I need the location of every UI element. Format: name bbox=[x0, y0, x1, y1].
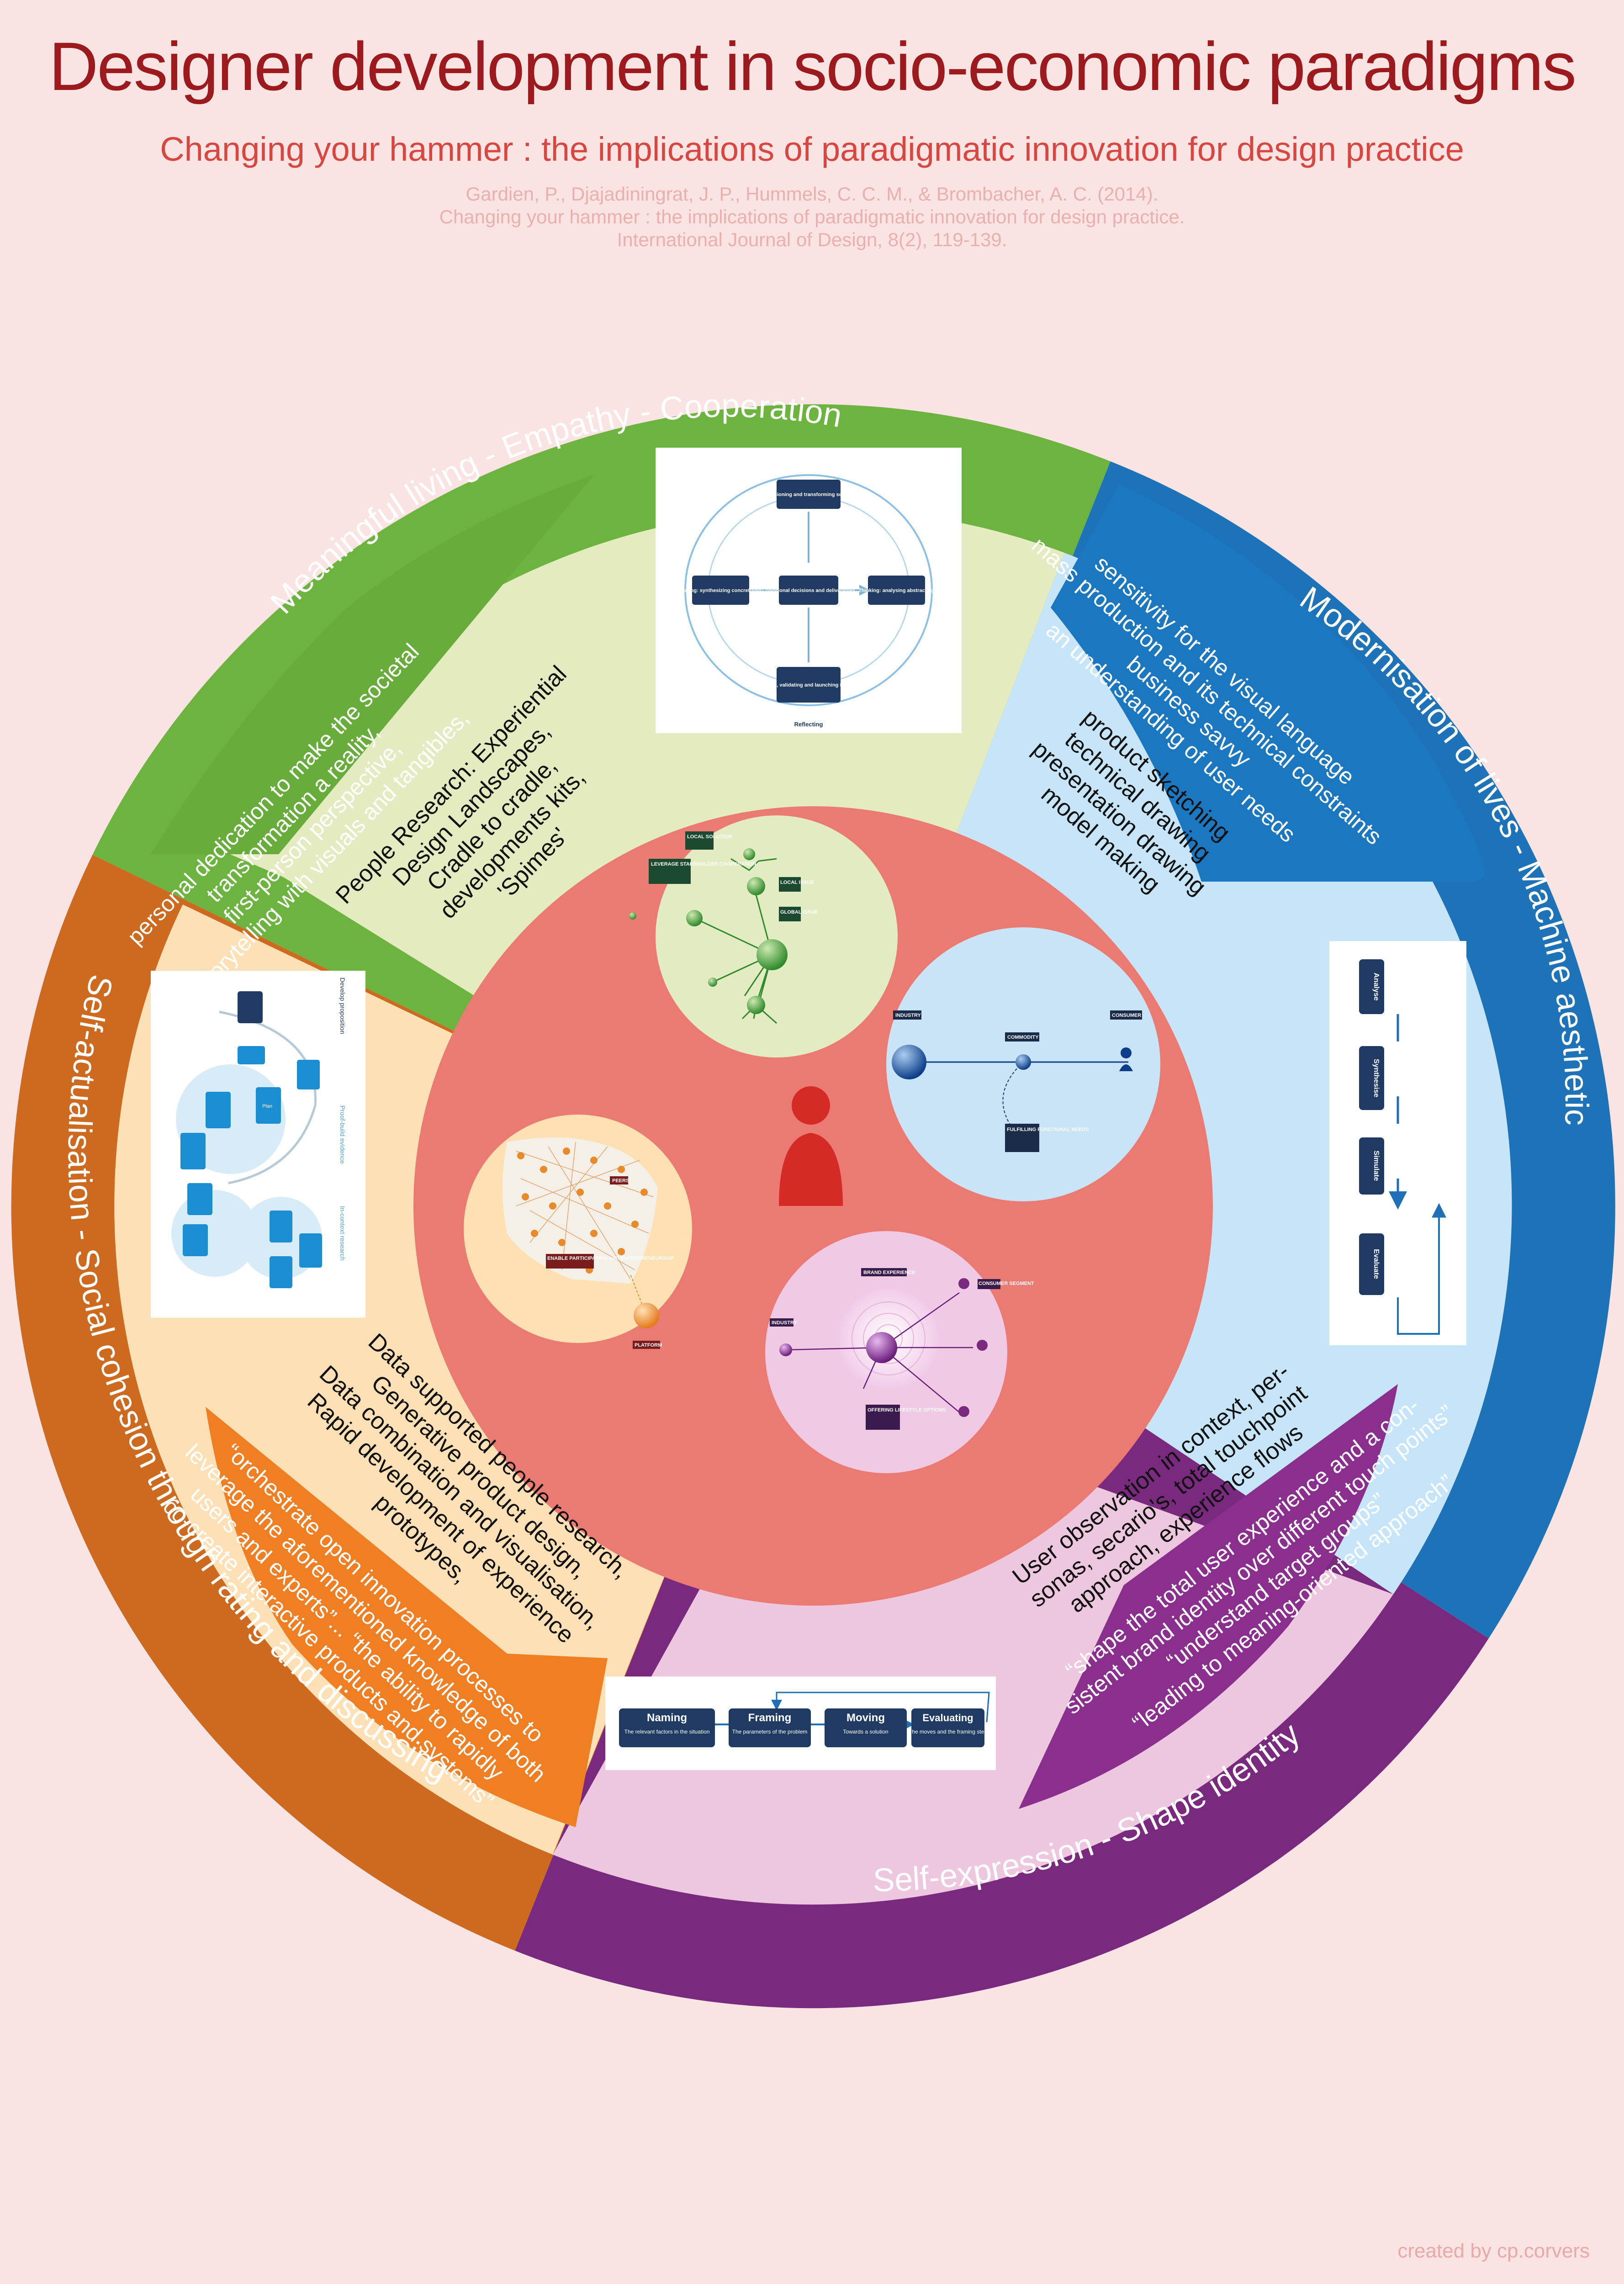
cocreation-box bbox=[238, 1046, 265, 1064]
framing-desc: Towards a solution bbox=[843, 1729, 888, 1735]
cocreation-box bbox=[297, 1060, 320, 1089]
cycle-label-left: Making: synthesizing concretising bbox=[679, 588, 762, 593]
page-subtitle: Changing your hammer : the implications … bbox=[160, 130, 1464, 168]
figure-process: Analyse Synthesise Simulate Evaluate bbox=[1329, 941, 1466, 1345]
core-network-blue: INDUSTRY COMMODITY CONSUMER FULFILLING F… bbox=[886, 927, 1160, 1201]
cocreation-box bbox=[206, 1092, 231, 1128]
core-blue-label-industry: INDUSTRY bbox=[895, 1013, 921, 1018]
framing-desc: The relevant factors in the situation bbox=[624, 1729, 710, 1735]
cocreation-box bbox=[180, 1133, 206, 1169]
framing-title: Moving bbox=[846, 1712, 885, 1724]
framing-desc: The moves and the framing step bbox=[909, 1729, 987, 1735]
person-icon bbox=[779, 1086, 843, 1206]
core-network-green: LOCAL SOLUTION LEVERAGE STAKEHOLDER COOP… bbox=[629, 815, 898, 1057]
citation-line: Gardien, P., Djajadiningrat, J. P., Humm… bbox=[466, 183, 1158, 205]
cocreation-label-plan: Plan bbox=[262, 1104, 272, 1109]
figure-cycle: Envisioning and transforming society Mak… bbox=[656, 448, 962, 733]
cocreation-box bbox=[270, 1211, 292, 1242]
cycle-box-bottom bbox=[777, 667, 841, 703]
process-step-analyse: Analyse bbox=[1359, 959, 1384, 1014]
core-green-label-leverage: LEVERAGE STAKEHOLDER COOPERATION bbox=[651, 862, 756, 867]
cocreation-label-proof: Proof-build evidence bbox=[339, 1105, 346, 1164]
process-step-synthesise: Synthesise bbox=[1359, 1046, 1384, 1110]
core-green-label-local-solution: LOCAL SOLUTION bbox=[687, 834, 732, 840]
cycle-box-left bbox=[692, 576, 749, 605]
process-step-label: Simulate bbox=[1372, 1151, 1380, 1181]
process-step-label: Analyse bbox=[1372, 973, 1380, 1000]
citation: Gardien, P., Djajadiningrat, J. P., Humm… bbox=[0, 183, 1624, 251]
core-network-orange: PEERS ENABLE PARTICIPATION AND ENTREPREN… bbox=[464, 1115, 692, 1349]
core-orange-label-platform: PLATFORM bbox=[635, 1343, 662, 1348]
quote-panel-meaningful bbox=[151, 475, 594, 854]
cocreation-label-research: In-context research bbox=[339, 1206, 346, 1261]
cocreation-box bbox=[299, 1233, 322, 1268]
consumer-icon bbox=[1121, 1047, 1132, 1058]
cocreation-box bbox=[187, 1183, 212, 1215]
cocreation-box bbox=[183, 1224, 208, 1256]
framing-title: Naming bbox=[647, 1712, 687, 1724]
cycle-label-center: Conditional decisions and deliverables bbox=[762, 588, 855, 593]
cocreation-box bbox=[270, 1256, 292, 1288]
figure-cocreation: Plan Develop proposition Proof-build evi… bbox=[151, 971, 365, 1318]
cycle-box-top bbox=[777, 480, 841, 509]
framing-desc: The parameters of the problem bbox=[732, 1729, 808, 1735]
process-step-simulate: Simulate bbox=[1359, 1137, 1384, 1195]
framing-step-evaluating: Evaluating The moves and the framing ste… bbox=[909, 1708, 987, 1747]
cycle-label-top: Envisioning and transforming society bbox=[764, 492, 854, 497]
core-blue-label-commodity: COMMODITY bbox=[1007, 1035, 1039, 1040]
cycle-reflecting-label: Reflecting bbox=[794, 721, 823, 728]
quote-panel-modernisation bbox=[1051, 484, 1485, 882]
framing-step-naming: Naming The relevant factors in the situa… bbox=[619, 1708, 715, 1747]
cycle-label-bottom: Exploring, validating and launching in c… bbox=[754, 682, 864, 688]
cocreation-box bbox=[238, 991, 263, 1023]
process-step-evaluate: Evaluate bbox=[1359, 1233, 1384, 1295]
core-network-purple: BRAND EXPERIENCE INDUSTRY CONSUMER SEGME… bbox=[765, 1231, 1034, 1473]
core-blue-label-fulfilling: FULFILLING FUNCTIONAL NEEDS bbox=[1007, 1127, 1089, 1132]
core-purple-label-brand: BRAND EXPERIENCE bbox=[863, 1270, 915, 1275]
core-purple-label-consumer: CONSUMER SEGMENT bbox=[979, 1281, 1034, 1286]
cocreation-label-develop: Develop proposition bbox=[339, 978, 346, 1034]
cycle-box-center bbox=[779, 576, 838, 605]
cycle-label-right: Thinking: analysing abstracting bbox=[858, 588, 934, 593]
consumer-segment-icon bbox=[958, 1278, 969, 1289]
consumer-segment-icon bbox=[977, 1340, 988, 1351]
framing-title: Framing bbox=[748, 1712, 792, 1724]
process-step-label: Evaluate bbox=[1372, 1249, 1380, 1279]
framing-step-framing: Framing The parameters of the problem bbox=[729, 1708, 811, 1747]
cycle-box-right bbox=[868, 576, 925, 605]
figure-framing: Naming The relevant factors in the situa… bbox=[605, 1676, 996, 1770]
page-title: Designer development in socio-economic p… bbox=[48, 28, 1576, 105]
core-blue-label-consumer: CONSUMER bbox=[1112, 1013, 1141, 1018]
cocreation-box bbox=[256, 1087, 281, 1124]
peer-icons bbox=[517, 1147, 648, 1274]
consumer-segment-icon bbox=[958, 1406, 969, 1417]
core-purple-label-offering: OFFERING LIFESTYLE OPTIONS bbox=[868, 1407, 946, 1413]
core-green-label-global-issue: GLOBAL ISSUE bbox=[780, 909, 818, 915]
core-orange-label-peers: PEERS bbox=[612, 1178, 629, 1184]
core-orange-label-enable: ENABLE PARTICIPATION AND ENTREPRENEURSHI… bbox=[547, 1256, 674, 1261]
quote-panel-self-expression bbox=[1019, 1384, 1398, 1809]
process-step-label: Synthesise bbox=[1372, 1059, 1380, 1098]
core-purple-label-industry: INDUSTRY bbox=[772, 1320, 797, 1326]
citation-line: Changing your hammer : the implications … bbox=[439, 206, 1185, 227]
framing-title: Evaluating bbox=[922, 1712, 973, 1724]
quote-panel-self-actualisation bbox=[206, 1407, 608, 1827]
core-green-label-local-issue: LOCAL ISSUE bbox=[780, 880, 814, 885]
citation-line: International Journal of Design, 8(2), 1… bbox=[617, 229, 1007, 250]
framing-step-moving: Moving Towards a solution bbox=[825, 1708, 907, 1747]
credit: created by cp.corvers bbox=[1397, 2240, 1590, 2262]
